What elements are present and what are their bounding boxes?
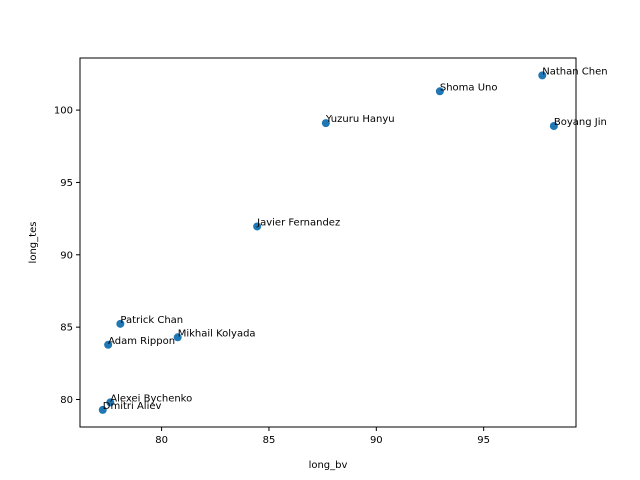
x-tick-label: 95 bbox=[477, 435, 490, 446]
x-tick-label: 80 bbox=[155, 435, 168, 446]
data-point-label: Patrick Chan bbox=[120, 315, 183, 326]
point-labels-layer: Nathan Chen Shoma Uno Yuzuru Hanyu Boyang J… bbox=[103, 66, 608, 412]
data-point bbox=[104, 340, 113, 349]
y-tick-label: 80 bbox=[60, 395, 73, 406]
data-point-label: Shoma Uno bbox=[440, 82, 498, 93]
data-point-label: Adam Rippon bbox=[108, 336, 175, 347]
data-point-label: Alexei Bychenko bbox=[110, 393, 192, 404]
y-tick-label: 100 bbox=[54, 106, 73, 117]
points-layer bbox=[98, 71, 558, 414]
y-axis-label: long_tes bbox=[28, 222, 39, 264]
data-point bbox=[538, 71, 547, 80]
data-point-label: Nathan Chen bbox=[542, 66, 607, 77]
plot-frame bbox=[79, 57, 577, 428]
x-ticks: 80 85 90 95 bbox=[155, 427, 490, 446]
data-point-label: Boyang Jin bbox=[554, 117, 607, 128]
plot-area bbox=[80, 58, 576, 427]
data-point bbox=[549, 122, 558, 131]
data-point bbox=[106, 398, 115, 407]
data-point bbox=[98, 405, 107, 414]
x-tick-label: 90 bbox=[370, 435, 383, 446]
x-axis-label: long_bv bbox=[309, 460, 348, 471]
data-point bbox=[116, 319, 125, 328]
data-point bbox=[321, 119, 330, 128]
data-point bbox=[253, 222, 262, 231]
x-tick-label: 85 bbox=[263, 435, 276, 446]
data-point-label: Javier Fernandez bbox=[256, 217, 340, 228]
data-point-label: Dmitri Aliev bbox=[103, 401, 162, 412]
data-point bbox=[173, 333, 182, 342]
y-ticks: 80 85 90 95 100 bbox=[54, 106, 80, 406]
y-tick-label: 90 bbox=[60, 250, 73, 261]
data-point-label: Mikhail Kolyada bbox=[178, 328, 256, 339]
data-point bbox=[435, 87, 444, 96]
data-point-label: Yuzuru Hanyu bbox=[325, 114, 395, 125]
y-tick-label: 85 bbox=[60, 323, 73, 334]
y-tick-label: 95 bbox=[60, 178, 73, 189]
